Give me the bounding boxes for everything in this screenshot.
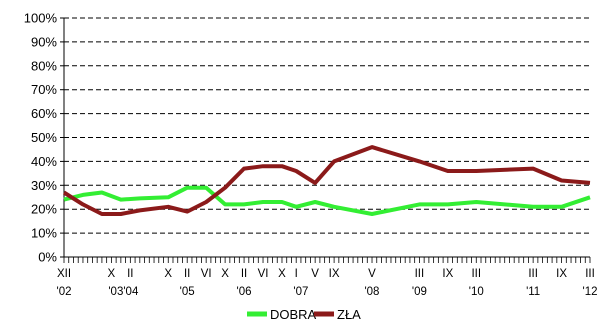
y-tick-label: 90%: [31, 34, 57, 49]
legend-label: ZŁA: [337, 307, 361, 322]
x-year-label: '10: [469, 286, 484, 298]
x-month-label: VI: [258, 268, 269, 280]
y-tick-label: 10%: [31, 226, 57, 241]
y-tick-label: 30%: [31, 178, 57, 193]
x-year-label: '02: [57, 286, 72, 298]
x-month-label: X: [108, 268, 116, 280]
x-year-label: '12: [583, 286, 597, 298]
x-month-label: I: [295, 268, 298, 280]
x-month-label: II: [127, 268, 133, 280]
x-month-label: XII: [57, 268, 71, 280]
y-tick-label: 60%: [31, 106, 57, 121]
x-month-label: II: [241, 268, 247, 280]
x-year-label: '08: [364, 286, 379, 298]
x-year-label: '09: [412, 286, 427, 298]
x-month-label: IX: [329, 268, 340, 280]
x-year-label: '07: [293, 286, 308, 298]
y-tick-label: 80%: [31, 58, 57, 73]
y-tick-label: 40%: [31, 154, 57, 169]
x-month-label: VI: [201, 268, 212, 280]
x-month-label: III: [471, 268, 481, 280]
x-month-label: V: [368, 268, 376, 280]
x-month-label: X: [164, 268, 172, 280]
y-tick-label: 50%: [31, 130, 57, 145]
x-year-label: '03'04: [108, 286, 139, 298]
x-month-label: III: [528, 268, 538, 280]
x-month-label: III: [585, 268, 595, 280]
legend-label: DOBRA: [270, 307, 317, 322]
x-year-label: '05: [180, 286, 195, 298]
x-month-label: X: [221, 268, 229, 280]
x-month-label: IX: [442, 268, 453, 280]
x-year-label: '11: [526, 286, 540, 298]
x-month-label: II: [184, 268, 190, 280]
x-month-label: IX: [556, 268, 567, 280]
x-month-label: III: [415, 268, 425, 280]
y-tick-label: 70%: [31, 82, 57, 97]
y-tick-label: 0%: [38, 250, 57, 265]
y-tick-label: 100%: [24, 11, 58, 26]
x-month-label: V: [311, 268, 319, 280]
x-year-label: '06: [237, 286, 252, 298]
y-tick-label: 20%: [31, 202, 57, 217]
x-month-label: X: [278, 268, 286, 280]
